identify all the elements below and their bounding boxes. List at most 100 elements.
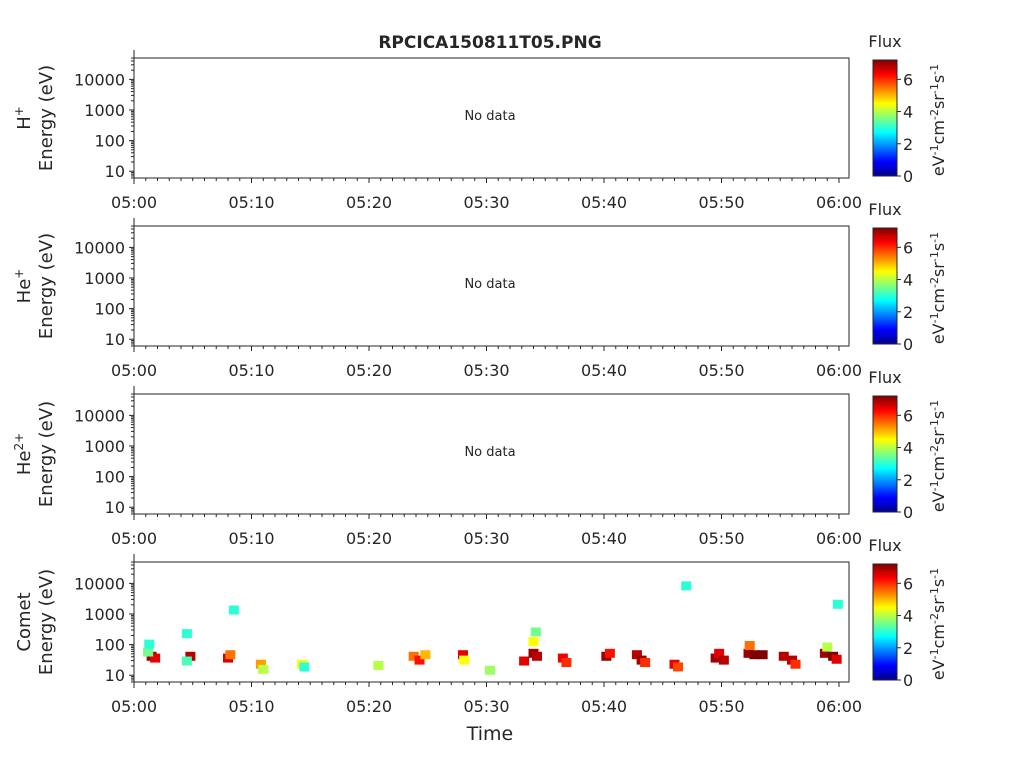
flux-cell [185,651,196,661]
flux-cell [144,639,155,649]
y-tick-label: 10 [105,162,125,181]
y-tick-label: 10000 [74,70,125,89]
flux-cell [414,655,425,665]
y-tick-label: 10000 [74,238,125,257]
flux-cell [604,648,615,658]
unit-part: sr [929,430,948,445]
species-name: He [14,451,35,476]
unit-exponent: -2 [928,109,941,120]
unit-part: cm [929,288,948,312]
unit-part: s [929,75,948,83]
colorbar-tick-label: 0 [903,167,913,186]
species-label: H+ [12,106,35,130]
panel-h: 10 100 1000 10000 05:00 05:10 05:20 05:30 05:40 0… [12,32,948,212]
colorbar-tick-label: 6 [903,70,913,89]
colorbar-tick-label: 2 [903,303,913,322]
colorbar-unit-base: eV [929,491,948,512]
colorbar-title: Flux [868,536,901,555]
x-tick-label: 06:00 [816,361,862,380]
colorbar-tick-label: 4 [903,439,913,458]
colorbar-unit-base: eV [929,155,948,176]
no-data-label: No data [464,445,515,460]
flux-cell [744,641,755,651]
plot-area [134,562,849,682]
x-tick-label: 05:50 [698,361,744,380]
unit-exponent: -1 [928,648,941,659]
colorbar-unit-group: eV-1cm-2sr-1s-1 [928,568,948,680]
colorbar-tick-label: 2 [903,135,913,154]
colorbar [872,563,898,681]
colorbar-tick-label: 0 [903,671,913,690]
plot-area [134,394,849,514]
y-tick-label: 10 [105,330,125,349]
flux-cell [718,655,729,665]
unit-exponent: -1 [928,232,941,243]
colorbar-tick-label: 2 [903,471,913,490]
flux-cell [673,662,684,672]
unit-part: s [929,411,948,419]
colorbar-title: Flux [868,200,901,219]
flux-cell [181,629,192,639]
flux-cell [832,599,843,609]
species-charge: 2+ [12,433,26,451]
flux-cell [485,665,496,675]
species-label: Comet [14,592,35,651]
flux-cell [561,658,572,668]
species-charge: + [12,106,26,116]
colorbar [872,227,898,345]
flux-cell [532,651,543,661]
colorbar-title: Flux [868,368,901,387]
y-tick-label: 1000 [84,101,125,120]
y-tick-label: 100 [94,300,125,319]
x-tick-label: 05:50 [698,193,744,212]
colorbar-tick-label: 6 [903,406,913,425]
y-axis-title-group: Energy (eV)He+ [12,233,57,339]
unit-exponent: -1 [928,251,941,262]
flux-cell [822,642,833,652]
x-tick-label: 05:50 [698,697,744,716]
flux-cell [757,650,768,660]
colorbar-unit-label: eV-1cm-2sr-1s-1 [928,232,948,344]
x-tick-label: 06:00 [816,697,862,716]
flux-cell [408,651,419,661]
flux-cell [710,653,721,663]
x-tick-label: 05:00 [111,361,157,380]
panel-he-2plus: 10 100 1000 10000 05:00 05:10 05:20 05:30 05:40 0… [12,368,948,548]
y-tick-label: 1000 [84,269,125,288]
unit-exponent: -1 [928,587,941,598]
x-tick-label: 06:00 [816,193,862,212]
unit-part: s [929,243,948,251]
x-tick-label: 05:10 [228,193,274,212]
flux-cell [299,662,310,672]
unit-exponent: -1 [928,400,941,411]
flux-cell [530,627,541,637]
flux-cell [528,637,539,647]
unit-part: cm [929,120,948,144]
colorbar [872,59,898,177]
flux-cell [150,653,161,663]
y-axis-title-group: Energy (eV)He2+ [12,401,57,507]
colorbar-tick-label: 6 [903,574,913,593]
flux-cell [143,647,154,657]
colorbar-unit-base: eV [929,659,948,680]
unit-exponent: -1 [928,480,941,491]
unit-exponent: -2 [928,613,941,624]
x-tick-label: 05:10 [228,361,274,380]
x-tick-label: 05:30 [463,361,509,380]
x-tick-label: 05:30 [463,529,509,548]
colorbar-tick-label: 4 [903,271,913,290]
colorbar-title: Flux [868,32,901,51]
y-tick-label: 10 [105,498,125,517]
flux-cell [790,659,801,669]
flux-cell [225,650,236,660]
plot-area [134,58,849,178]
unit-exponent: -1 [928,568,941,579]
species-label: He2+ [12,433,35,475]
flux-cell [831,654,842,664]
flux-cell [519,656,530,666]
colorbar-unit-group: eV-1cm-2sr-1s-1 [928,232,948,344]
y-tick-label: 100 [94,132,125,151]
y-axis-title: Energy (eV) [36,401,57,507]
